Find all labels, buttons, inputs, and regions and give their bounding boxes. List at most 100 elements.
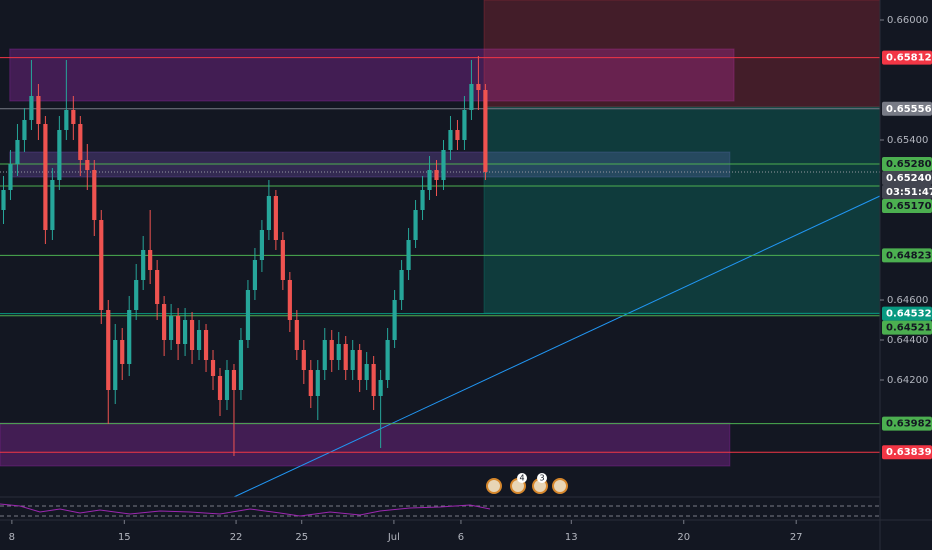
candle-body [280,240,285,280]
price-label: 0.64521 [886,323,932,334]
candle-body [448,130,453,150]
candle-body [385,340,390,380]
rsi-line [0,503,491,517]
candle-body [406,240,411,270]
candle-body [427,170,432,190]
candle-body [357,350,362,380]
countdown-label-bg [882,185,932,199]
candle-body [29,96,34,120]
zone [483,0,881,108]
candle-body [1,190,6,210]
candle-body [231,370,237,390]
candle-body [134,280,139,310]
candle-body [113,340,118,390]
event-badge [537,473,547,483]
price-label: 0.65170 [886,201,932,212]
candle-body [413,210,418,240]
candle-body [476,84,481,90]
candle-body [266,196,271,230]
y-tick-label: 0.64600 [887,295,928,306]
candle-body [392,300,397,340]
price-label: 0.65240 [886,173,932,184]
candle-body [294,320,299,350]
zone [0,422,731,467]
candle-body [371,364,376,396]
candle-body [315,370,320,396]
candle-body [350,350,355,370]
y-tick-label: 0.64400 [887,335,928,346]
candle-body [434,170,439,180]
candle-body [455,130,460,140]
candle-body [176,316,181,344]
zone [483,106,881,314]
candle-body [148,250,153,270]
y-tick-label: 0.65400 [887,135,928,146]
event-badge [517,473,527,483]
candle-body [78,124,83,160]
candle-body [469,84,474,110]
price-label: 0.63839 [886,447,932,458]
candle-body [420,190,425,210]
candle-body [245,290,251,340]
price-label: 0.65812 [886,53,932,64]
x-tick-label: 13 [565,532,578,543]
candle-body [71,110,76,124]
candle-body [99,220,104,310]
candle-body [462,110,467,140]
candle-body [43,124,48,230]
candle-body [378,380,383,396]
x-tick-label: 25 [295,532,308,543]
price-label-bg [882,248,932,263]
candle-body [141,250,146,280]
price-label-bg [882,199,932,213]
candle-body [8,164,13,190]
candle-body [343,344,348,370]
price-label-bg [882,306,932,321]
price-label: 0.65556 [886,104,932,115]
price-label-bg [882,416,932,431]
countdown-label: 03:51:47 [886,187,932,198]
candle-body [169,316,174,340]
candle-body [127,310,132,364]
candle-body [217,376,223,400]
x-tick-label: 8 [9,532,15,543]
candle-body [364,364,369,380]
candle-body [399,270,404,300]
price-label-bg [882,171,932,185]
candle-body [273,196,278,240]
trend-line [233,195,881,498]
candle-body [155,270,160,304]
candle-body [287,280,292,320]
x-tick-label: Jul [387,532,400,543]
event-icon [552,478,568,494]
x-tick-label: 20 [677,532,690,543]
x-tick-label: 22 [230,532,243,543]
candle-body [15,140,20,164]
candle-body [308,370,313,396]
candle-body [483,90,488,172]
candle-body [301,350,306,370]
price-label-bg [882,101,932,116]
candle-body [322,340,327,370]
candle-body [259,230,264,260]
candle-body [329,340,334,360]
candle-body [85,160,90,170]
candle-body [57,130,62,180]
candle-body [92,170,97,220]
candle-body [196,330,202,350]
candle-body [106,310,111,390]
plot-area [0,0,881,498]
price-label-bg [882,320,932,335]
price-label-bg [882,445,932,460]
price-label: 0.63982 [886,419,932,430]
candle-body [50,180,55,230]
price-label: 0.64532 [886,309,932,320]
candle-body [22,120,27,140]
price-label: 0.64823 [886,250,932,261]
y-tick-label: 0.66000 [887,15,928,26]
event-icon [486,478,502,494]
candle-body [336,344,341,360]
candle-body [36,96,41,124]
price-label-bg [882,157,932,171]
